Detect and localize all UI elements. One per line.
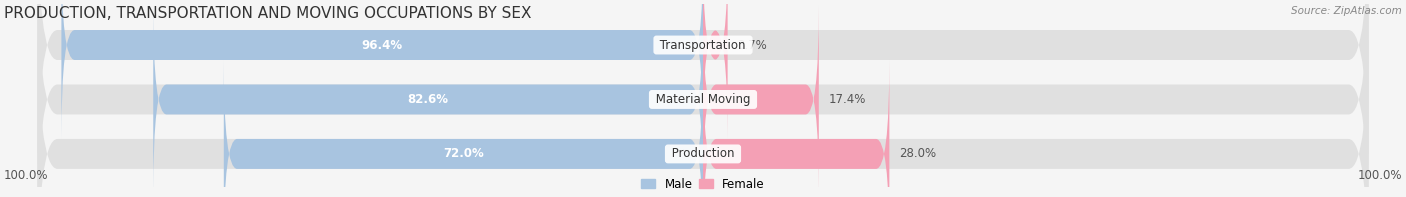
Text: 3.7%: 3.7% xyxy=(738,38,768,51)
FancyBboxPatch shape xyxy=(38,0,1368,197)
FancyBboxPatch shape xyxy=(153,6,703,193)
FancyBboxPatch shape xyxy=(703,60,890,197)
Text: PRODUCTION, TRANSPORTATION AND MOVING OCCUPATIONS BY SEX: PRODUCTION, TRANSPORTATION AND MOVING OC… xyxy=(4,6,531,21)
Text: 82.6%: 82.6% xyxy=(408,93,449,106)
Text: 100.0%: 100.0% xyxy=(1357,169,1402,182)
Legend: Male, Female: Male, Female xyxy=(637,173,769,195)
Text: Source: ZipAtlas.com: Source: ZipAtlas.com xyxy=(1291,6,1402,16)
Text: Transportation: Transportation xyxy=(657,38,749,51)
Text: 28.0%: 28.0% xyxy=(900,147,936,160)
Text: Material Moving: Material Moving xyxy=(652,93,754,106)
FancyBboxPatch shape xyxy=(38,0,1368,193)
Text: 17.4%: 17.4% xyxy=(828,93,866,106)
FancyBboxPatch shape xyxy=(62,0,703,139)
Text: 100.0%: 100.0% xyxy=(4,169,49,182)
Text: Production: Production xyxy=(668,147,738,160)
FancyBboxPatch shape xyxy=(38,6,1368,197)
FancyBboxPatch shape xyxy=(224,60,703,197)
FancyBboxPatch shape xyxy=(703,0,728,139)
Text: 96.4%: 96.4% xyxy=(361,38,402,51)
Text: 72.0%: 72.0% xyxy=(443,147,484,160)
FancyBboxPatch shape xyxy=(703,6,818,193)
